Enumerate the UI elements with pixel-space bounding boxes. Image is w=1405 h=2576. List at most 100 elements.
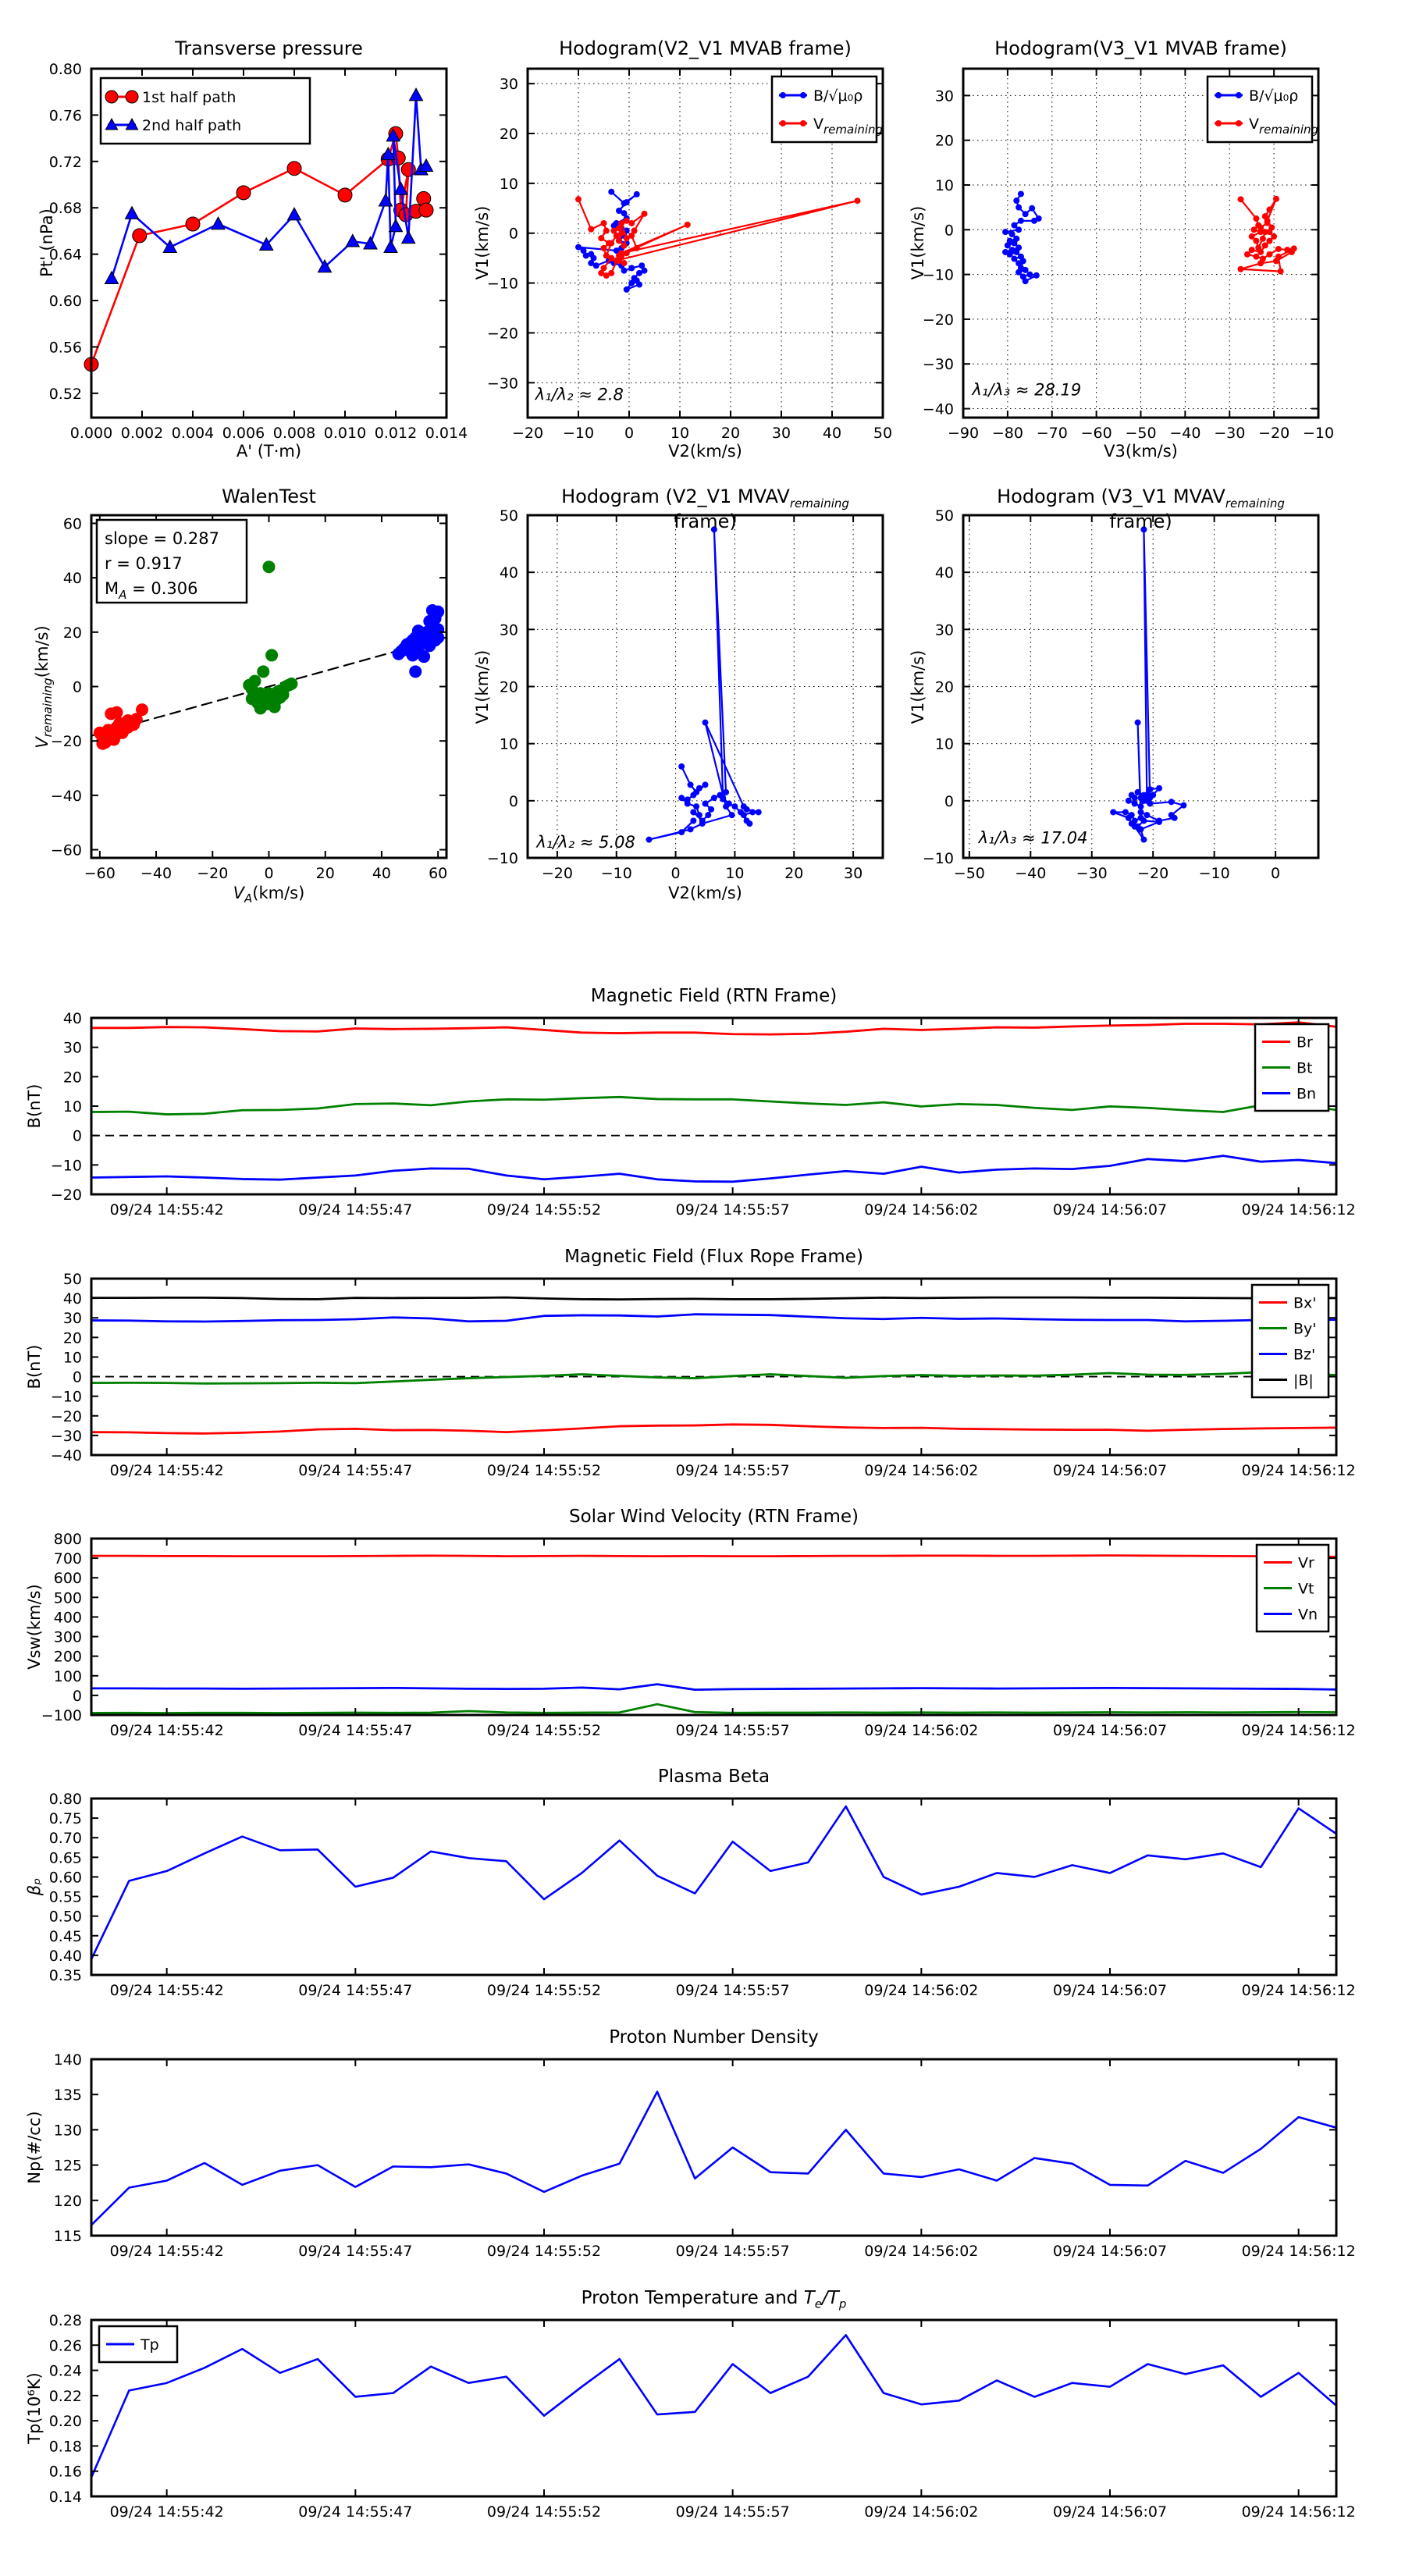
- svg-text:−40: −40: [51, 788, 82, 805]
- svg-text:−20: −20: [1258, 425, 1289, 442]
- svg-text:0.80: 0.80: [49, 1791, 82, 1808]
- svg-text:09/24 14:56:02: 09/24 14:56:02: [864, 2243, 978, 2260]
- beta-plot: 09/24 14:55:42 09/24 14:55:47 09/24 14:55:…: [49, 1791, 1356, 1999]
- svg-text:0: 0: [264, 865, 273, 882]
- svg-text:09/24 14:55:57: 09/24 14:55:57: [676, 1722, 790, 1739]
- svg-text:600: 600: [54, 1570, 82, 1587]
- svg-text:0.14: 0.14: [49, 2489, 82, 2506]
- svg-text:Bn: Bn: [1297, 1086, 1316, 1103]
- vsw-plot: 09/24 14:55:42 09/24 14:55:47 09/24 14:55:…: [41, 1531, 1356, 1739]
- svg-text:09/24 14:55:52: 09/24 14:55:52: [487, 2503, 601, 2521]
- svg-text:100: 100: [54, 1668, 82, 1685]
- svg-text:09/24 14:55:42: 09/24 14:55:42: [110, 1462, 224, 1479]
- svg-text:0: 0: [671, 865, 681, 882]
- svg-text:−10: −10: [601, 865, 632, 882]
- svg-text:40: 40: [63, 1290, 82, 1308]
- svg-text:200: 200: [54, 1649, 82, 1666]
- svg-text:−30: −30: [923, 356, 954, 373]
- transverse-pressure-plot: 0.000 0.002 0.004 0.006 0.008 0.010 0.012 0.014…: [49, 61, 468, 442]
- svg-text:500: 500: [54, 1589, 82, 1606]
- hodogram-v3v1-mvab-xlabel: V3(km/s): [1104, 442, 1178, 461]
- transverse-pressure-title: Transverse pressure: [175, 37, 363, 59]
- svg-text:0.014: 0.014: [425, 425, 468, 442]
- svg-text:20: 20: [500, 126, 518, 143]
- svg-text:20: 20: [316, 865, 335, 882]
- svg-text:800: 800: [54, 1531, 82, 1548]
- hodogram-v2v1-mvab-plot: −20 −10 0 10 20 30 40 50 −30 −20 −10 0 10 20 30 B/√μ₀ρ V…: [487, 67, 892, 442]
- svg-text:0.18: 0.18: [49, 2438, 82, 2455]
- mag-fr-plot: 09/24 14:55:42 09/24 14:55:47 09/24 14:55:…: [51, 1271, 1356, 1479]
- svg-text:50: 50: [63, 1271, 82, 1288]
- hodogram-v3v1-mvav-plot: −50 −40 −30 −20 −10 0 −10 0 10 20 30 40 50 λ₁/λ₃ ≈ 17…: [923, 507, 1320, 882]
- svg-text:09/24 14:56:12: 09/24 14:56:12: [1242, 2243, 1356, 2260]
- svg-text:0.65: 0.65: [49, 1849, 82, 1866]
- svg-text:50: 50: [873, 425, 892, 442]
- svg-text:30: 30: [500, 621, 518, 639]
- mag-rtn-plot: 09/24 14:55:42 09/24 14:55:47 09/24 14:55:…: [51, 1010, 1356, 1219]
- walen-test-xlabel: VA(km/s): [233, 884, 305, 906]
- svg-text:1st half path: 1st half path: [142, 89, 236, 106]
- mag-fluxrope-ylabel: B(nT): [25, 1344, 44, 1389]
- svg-text:20: 20: [935, 679, 954, 696]
- svg-text:09/24 14:56:07: 09/24 14:56:07: [1053, 2243, 1167, 2260]
- svg-text:09/24 14:56:07: 09/24 14:56:07: [1053, 1201, 1167, 1219]
- svg-text:30: 30: [935, 621, 954, 639]
- svg-text:50: 50: [935, 507, 954, 525]
- svg-text:0: 0: [509, 793, 518, 810]
- svg-text:−40: −40: [1169, 425, 1200, 442]
- svg-text:−20: −20: [487, 325, 518, 342]
- hodogram-v3v1-mvab-ylabel: V1(km/s): [909, 205, 927, 280]
- svg-text:−30: −30: [1076, 865, 1108, 882]
- svg-text:09/24 14:56:12: 09/24 14:56:12: [1242, 1722, 1356, 1739]
- svg-text:0: 0: [73, 1128, 82, 1145]
- svg-text:09/24 14:55:42: 09/24 14:55:42: [110, 1201, 224, 1219]
- svg-text:09/24 14:56:02: 09/24 14:56:02: [864, 1722, 978, 1739]
- svg-text:10: 10: [500, 736, 518, 753]
- svg-text:−30: −30: [51, 1428, 82, 1445]
- plasma-beta-title: Plasma Beta: [657, 1767, 770, 1787]
- svg-text:−20: −20: [923, 311, 954, 329]
- svg-text:40: 40: [823, 425, 841, 442]
- svg-text:0.004: 0.004: [172, 425, 214, 442]
- walen-test-plot: −60 −40 −20 0 20 40 60 −60 −40 −20 0 20 40 60 slope = …: [51, 514, 448, 882]
- svg-text:0.000: 0.000: [70, 425, 112, 442]
- svg-text:50: 50: [500, 507, 518, 525]
- svg-text:Vr: Vr: [1298, 1555, 1314, 1572]
- svg-text:0: 0: [624, 425, 634, 442]
- svg-text:0.60: 0.60: [49, 1869, 82, 1886]
- svg-text:−70: −70: [1037, 425, 1068, 442]
- svg-text:10: 10: [935, 177, 954, 194]
- svg-text:0.40: 0.40: [49, 1948, 82, 1965]
- svg-text:−10: −10: [923, 267, 954, 284]
- hodogram-v2v1-mvav-ylabel: V1(km/s): [473, 649, 492, 724]
- svg-text:09/24 14:55:57: 09/24 14:55:57: [676, 1982, 790, 1999]
- proton-temperature-title: Proton Temperature and Te/Tp: [581, 2288, 847, 2311]
- svg-text:−20: −20: [1137, 865, 1168, 882]
- svg-text:10: 10: [725, 865, 744, 882]
- svg-text:0: 0: [944, 793, 954, 810]
- svg-text:09/24 14:55:47: 09/24 14:55:47: [298, 1982, 412, 1999]
- svg-text:−60: −60: [84, 865, 116, 882]
- svg-text:09/24 14:56:07: 09/24 14:56:07: [1053, 1722, 1167, 1739]
- svg-text:0.002: 0.002: [121, 425, 163, 442]
- svg-text:Vremaining: Vremaining: [813, 116, 883, 137]
- svg-text:09/24 14:55:52: 09/24 14:55:52: [487, 1722, 601, 1739]
- mag-fluxrope-title: Magnetic Field (Flux Rope Frame): [564, 1247, 863, 1267]
- svg-text:300: 300: [54, 1629, 82, 1646]
- svg-text:10: 10: [63, 1349, 82, 1366]
- svg-text:09/24 14:56:12: 09/24 14:56:12: [1242, 1982, 1356, 1999]
- svg-text:λ₁/λ₂ ≈ 5.08: λ₁/λ₂ ≈ 5.08: [535, 833, 635, 852]
- svg-text:20: 20: [63, 1329, 82, 1347]
- svg-text:10: 10: [63, 1098, 82, 1115]
- svg-text:700: 700: [54, 1550, 82, 1567]
- svg-text:09/24 14:55:42: 09/24 14:55:42: [110, 1982, 224, 1999]
- svg-text:−60: −60: [51, 842, 82, 859]
- svg-text:−20: −20: [51, 1187, 82, 1204]
- svg-text:20: 20: [935, 133, 954, 150]
- svg-text:400: 400: [54, 1609, 82, 1626]
- hodogram-v3v1-mvav-ylabel: V1(km/s): [909, 649, 927, 724]
- svg-text:0: 0: [509, 226, 518, 243]
- svg-text:09/24 14:55:47: 09/24 14:55:47: [298, 1201, 412, 1219]
- hodogram-v2v1-mvab-xlabel: V2(km/s): [668, 442, 742, 461]
- svg-text:09/24 14:55:52: 09/24 14:55:52: [487, 1201, 601, 1219]
